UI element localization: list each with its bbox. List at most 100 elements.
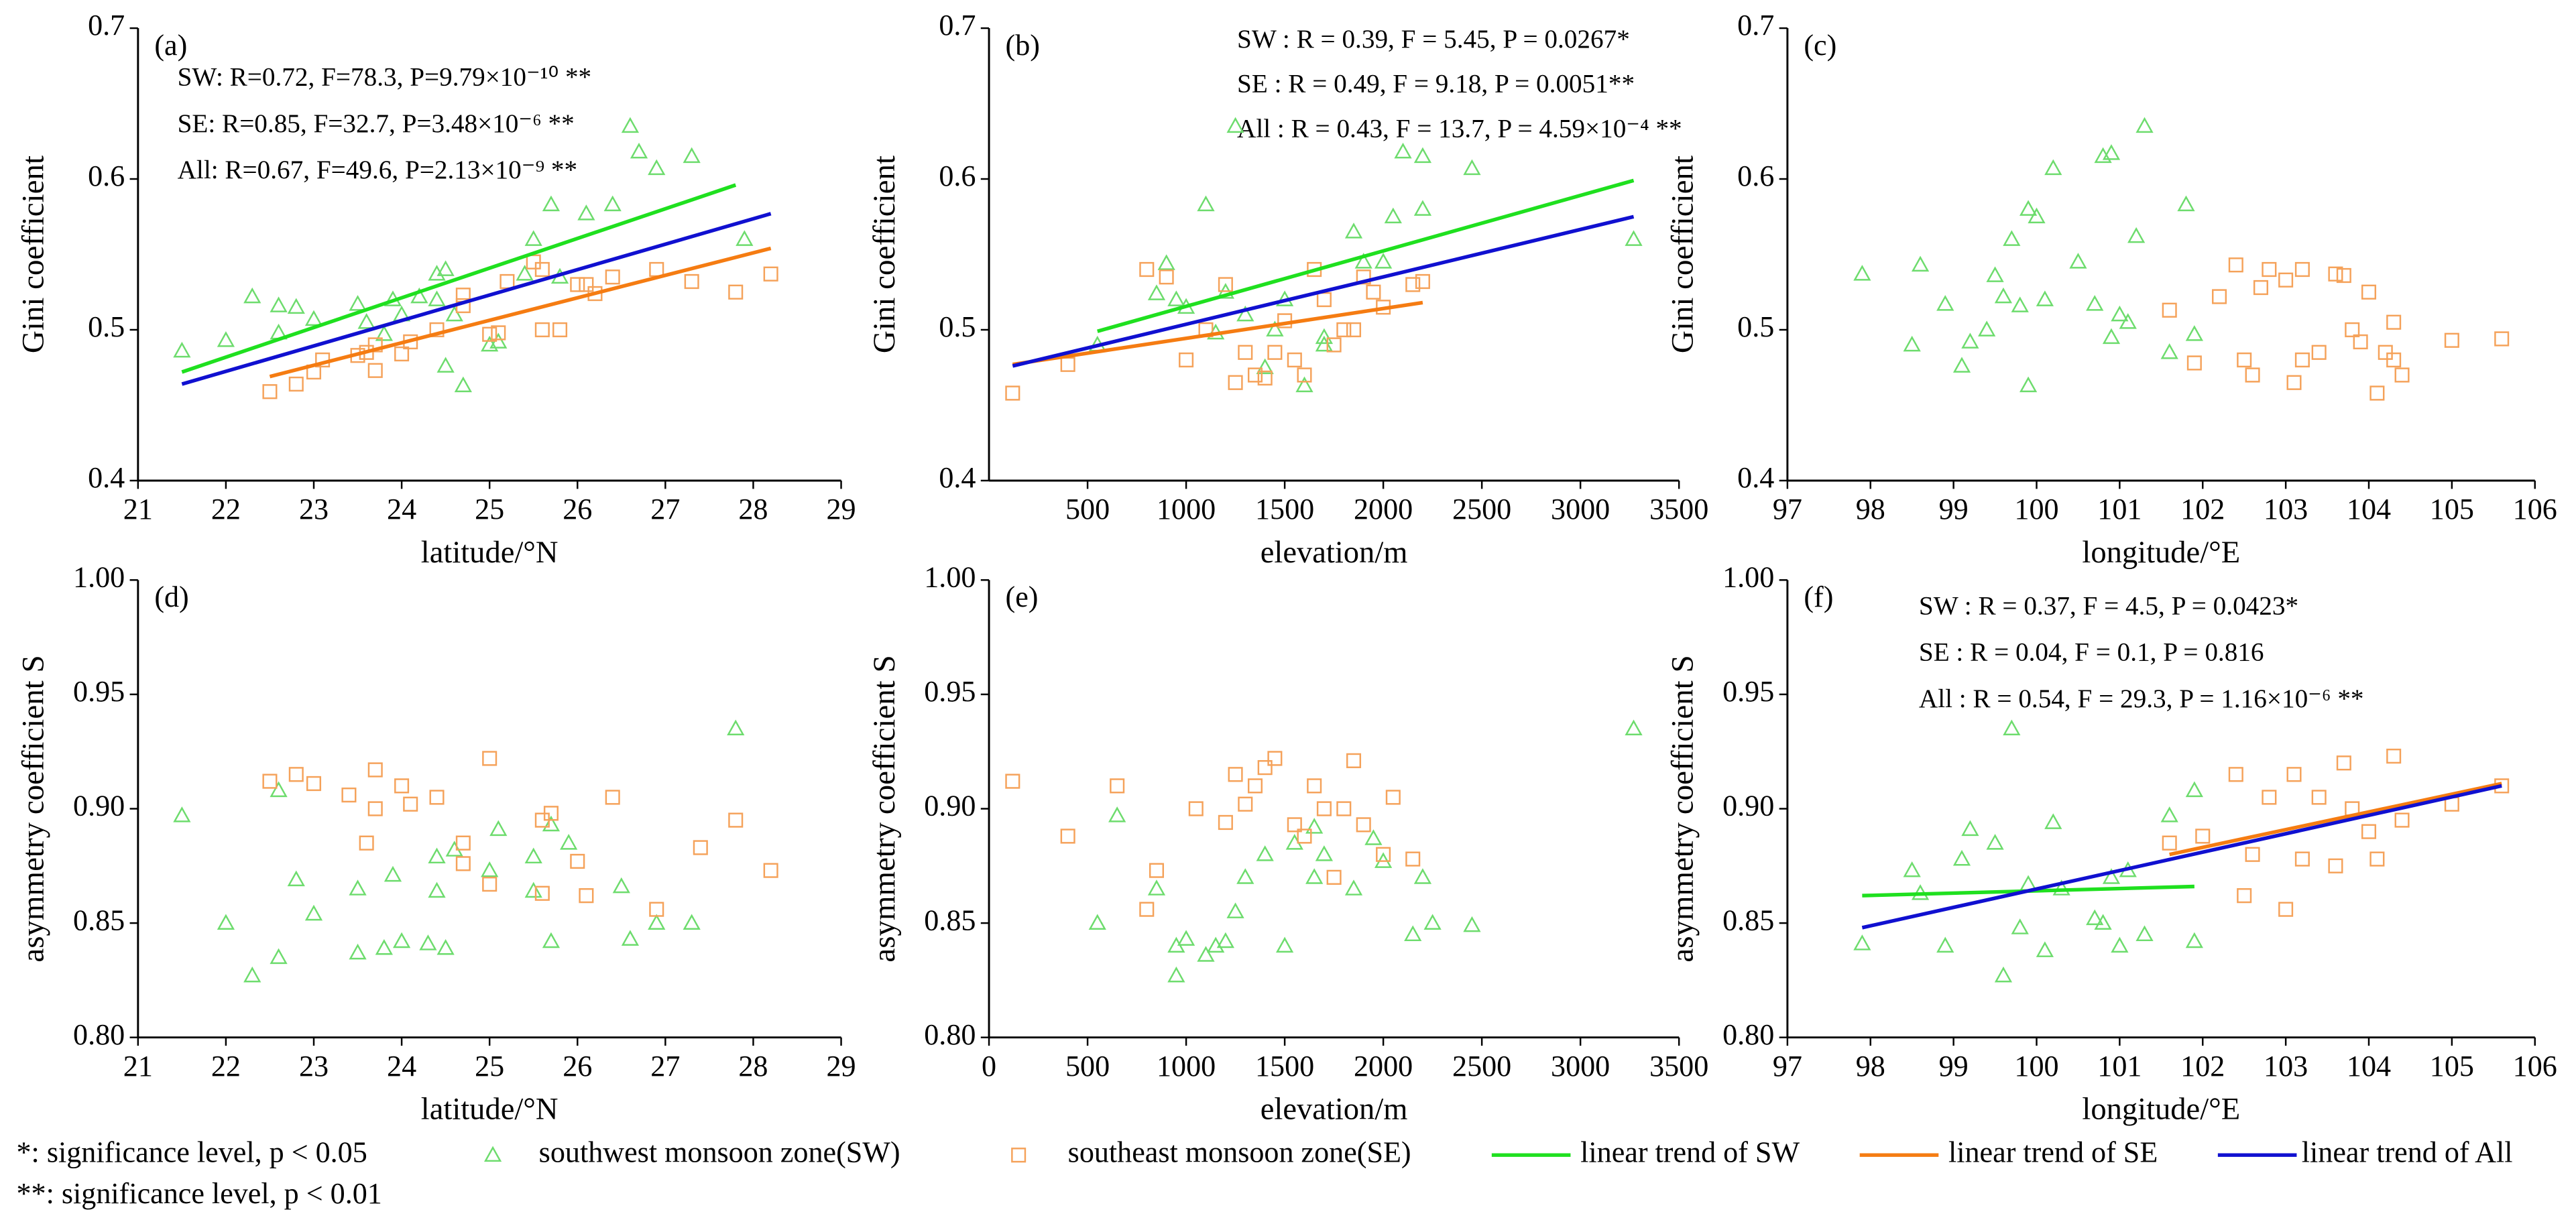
square-marker: [2444, 332, 2459, 348]
triangle-marker: [428, 847, 446, 864]
triangle-marker: [2185, 325, 2203, 341]
triangle-marker: [2052, 879, 2070, 896]
triangle-marker: [2044, 813, 2062, 829]
y-tick-label: 1.00: [1722, 560, 1774, 593]
triangle-marker: [2003, 719, 2021, 735]
triangle-marker: [428, 881, 446, 898]
x-tick-label: 99: [1939, 493, 1969, 526]
triangle-marker: [1903, 861, 1921, 877]
x-tick-label: 1500: [1255, 493, 1314, 526]
square-marker: [570, 277, 585, 292]
x-tick-label: 0: [982, 1050, 996, 1083]
y-tick-label: 0.5: [88, 310, 125, 343]
square-marker: [2386, 314, 2402, 330]
x-tick-label: 26: [563, 493, 592, 526]
square-marker: [2386, 748, 2402, 764]
square-marker: [1356, 269, 1371, 285]
square-marker: [649, 261, 664, 278]
triangle-marker: [1394, 142, 1412, 159]
triangle-marker: [577, 204, 595, 221]
triangle-marker: [1903, 335, 1921, 352]
square-marker: [1110, 778, 1125, 794]
square-marker: [1336, 801, 1352, 816]
triangle-marker: [2086, 909, 2104, 926]
legend-label: southeast monsoon zone(SE): [1068, 1135, 1411, 1168]
x-tick-label: 102: [2180, 493, 2225, 526]
triangle-marker: [392, 932, 411, 948]
square-marker: [2369, 851, 2385, 867]
triangle-marker: [1413, 200, 1432, 216]
triangle-marker: [1108, 806, 1126, 822]
trend-line: [269, 246, 772, 379]
x-tick-label: 21: [123, 1050, 153, 1083]
square-marker: [543, 806, 559, 821]
triangle-marker: [1374, 253, 1393, 269]
triangle-marker: [217, 914, 235, 930]
square-marker: [2361, 824, 2377, 839]
square-marker: [2394, 367, 2410, 383]
square-marker: [2361, 284, 2377, 300]
triangle-marker: [481, 861, 499, 877]
triangle-marker: [304, 904, 323, 921]
triangle-marker: [1853, 265, 1871, 281]
triangle-marker: [349, 879, 367, 896]
triangle-marker: [1952, 849, 1971, 866]
x-tick-label: 3000: [1551, 1050, 1610, 1083]
triangle-marker: [1404, 925, 1422, 942]
x-tick-label: 106: [2513, 493, 2557, 526]
triangle-marker: [516, 265, 534, 281]
triangle-marker: [542, 932, 561, 948]
x-tick-label: 27: [650, 1050, 680, 1083]
triangle-marker: [630, 142, 648, 159]
panel-label: (e): [1006, 580, 1039, 613]
square-marker: [2195, 828, 2211, 844]
triangle-marker: [1344, 879, 1363, 896]
x-tick-label: 1000: [1157, 1050, 1216, 1083]
square-marker: [1267, 751, 1283, 766]
note: **: significance level, p < 0.01: [17, 1177, 382, 1210]
triangle-marker: [270, 296, 288, 312]
x-tick-label: 2000: [1354, 1050, 1413, 1083]
square-marker: [1356, 817, 1371, 833]
triangle-marker: [1463, 916, 1481, 932]
square-marker: [1149, 863, 1165, 878]
square-marker: [482, 751, 497, 766]
triangle-marker: [736, 230, 754, 246]
square-marker: [2186, 355, 2202, 371]
triangle-marker: [1147, 879, 1166, 896]
square-marker: [570, 853, 585, 869]
triangle-marker: [1994, 287, 2013, 304]
triangle-marker: [173, 341, 191, 358]
x-tick-label: 23: [299, 493, 329, 526]
triangle-marker: [287, 870, 305, 887]
square-marker: [1346, 753, 1362, 768]
square-marker: [262, 774, 278, 789]
x-tick-label: 29: [826, 493, 856, 526]
triangle-marker: [648, 159, 666, 176]
square-marker: [1179, 352, 1194, 368]
square-marker: [1415, 273, 1430, 290]
square-marker: [2353, 334, 2368, 350]
triangle-marker: [1315, 845, 1334, 861]
stat-annotation: SE : R = 0.49, F = 9.18, P = 0.0051**: [1237, 68, 1635, 98]
square-marker: [579, 888, 594, 904]
square-marker: [2294, 851, 2310, 867]
triangle-marker: [2011, 296, 2029, 312]
square-marker: [1376, 847, 1391, 862]
square-marker: [1011, 1148, 1027, 1163]
trend-line: [1012, 300, 1423, 367]
y-tick-label: 0.5: [939, 310, 976, 343]
square-marker: [728, 284, 744, 300]
square-marker: [2294, 352, 2310, 368]
y-tick-label: 0.4: [939, 461, 976, 494]
triangle-marker: [454, 376, 472, 393]
x-tick-label: 101: [2097, 1050, 2142, 1083]
triangle-marker: [1961, 332, 1979, 349]
square-marker: [367, 337, 383, 353]
square-marker: [1405, 277, 1421, 292]
trend-line: [181, 183, 737, 374]
x-tick-label: 28: [738, 1050, 768, 1083]
x-tick-label: 2500: [1452, 493, 1511, 526]
triangle-marker: [560, 834, 578, 850]
